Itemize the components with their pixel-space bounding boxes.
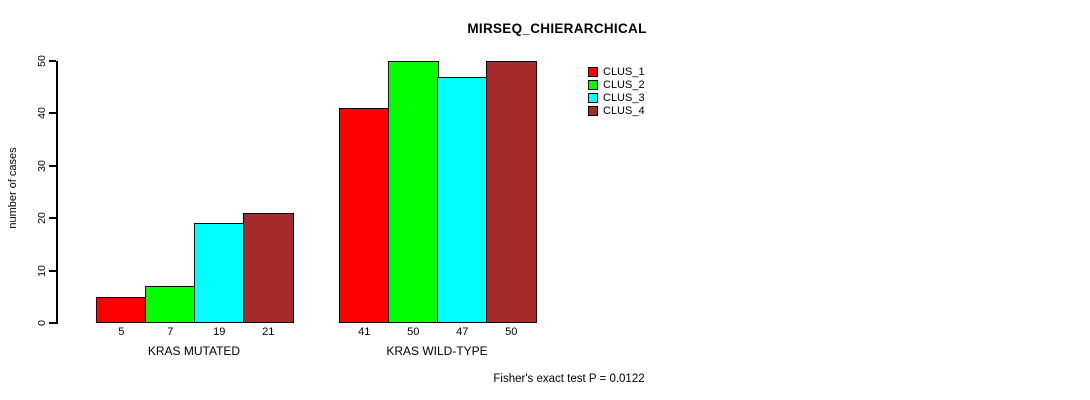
legend-label: CLUS_2 [603,78,645,91]
legend-item-clus-2: CLUS_2 [588,78,645,91]
bar-clus-3-kras-wild-type [437,76,488,323]
legend-swatch-clus-3 [588,92,598,103]
bar-clus-3-kras-mutated [194,223,245,323]
legend-label: CLUS_3 [603,91,645,104]
y-axis-tick-label: 40 [36,107,48,120]
y-axis-tick [49,60,56,62]
legend-label: CLUS_1 [603,65,645,78]
bar-value-label: 47 [456,326,469,338]
category-label-kras-mutated: KRAS MUTATED [147,344,241,358]
y-axis-label: number of cases [7,147,19,229]
y-axis-tick [49,112,56,115]
bar-clus-2-kras-wild-type [388,61,439,323]
y-axis-tick [49,164,56,167]
bar-clus-2-kras-mutated [145,286,196,323]
legend-swatch-clus-2 [588,79,598,90]
bar-value-label: 50 [407,326,420,338]
bar-value-label: 50 [505,326,518,338]
y-axis-tick-label: 10 [36,264,48,277]
chart-title: MIRSEQ_CHIERARCHICAL [467,21,647,36]
bar-clus-1-kras-wild-type [339,108,390,323]
bar-clus-4-kras-mutated [243,212,294,323]
bar-clus-4-kras-wild-type [486,61,537,323]
y-axis-tick-label: 20 [36,212,48,225]
y-axis-tick [49,322,56,324]
bar-value-label: 5 [118,326,125,338]
bar-value-label: 7 [167,326,174,338]
bar-value-label: 19 [213,326,226,338]
y-axis-tick [49,217,56,220]
y-axis-line [56,61,58,324]
legend-item-clus-1: CLUS_1 [588,65,645,78]
y-axis-tick [49,269,56,272]
bar-value-label: 21 [262,326,275,338]
y-axis-tick-label: 30 [36,159,48,172]
legend: CLUS_1 CLUS_2 CLUS_3 CLUS_4 [588,65,645,117]
legend-item-clus-4: CLUS_4 [588,104,645,117]
bar-value-label: 41 [358,326,371,338]
legend-swatch-clus-1 [588,66,598,77]
y-axis-tick-label: 50 [36,55,48,67]
bar-clus-1-kras-mutated [96,296,147,323]
legend-item-clus-3: CLUS_3 [588,91,645,104]
annotation-text: Fisher's exact test P = 0.0122 [493,373,645,385]
legend-swatch-clus-4 [588,105,598,116]
legend-label: CLUS_4 [603,104,645,117]
y-axis-tick-label: 0 [36,320,48,326]
category-label-kras-wild-type: KRAS WILD-TYPE [386,344,488,358]
